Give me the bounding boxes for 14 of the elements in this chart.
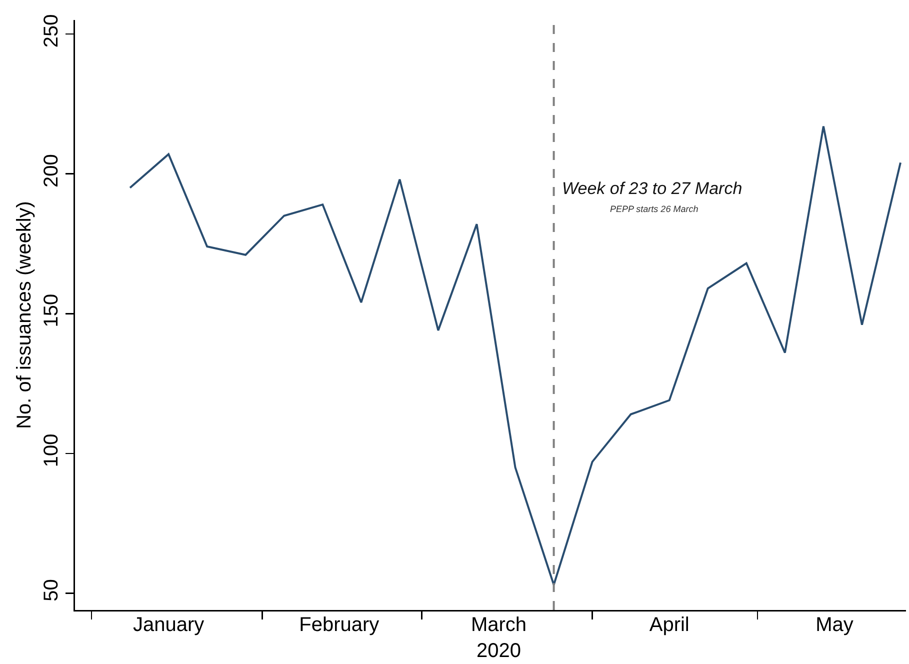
x-tick-label: May: [816, 614, 854, 636]
ref-line-label: Week of 23 to 27 March: [562, 179, 742, 198]
x-tick-label: April: [649, 614, 690, 636]
y-axis-title: No. of issuances (weekly): [13, 201, 36, 429]
x-tick-label: March 2020: [470, 614, 527, 662]
line-series: [129, 125, 902, 586]
y-tick-label: 50: [40, 579, 63, 602]
x-tick-label: February: [299, 614, 380, 636]
x-tick-label: January: [132, 614, 204, 636]
y-tick-label: 250: [40, 14, 63, 48]
y-tick-label: 100: [40, 434, 63, 468]
annotation: PEPP starts 26 March: [610, 204, 698, 214]
y-tick-label: 150: [40, 294, 63, 328]
y-tick-label: 200: [40, 154, 63, 188]
